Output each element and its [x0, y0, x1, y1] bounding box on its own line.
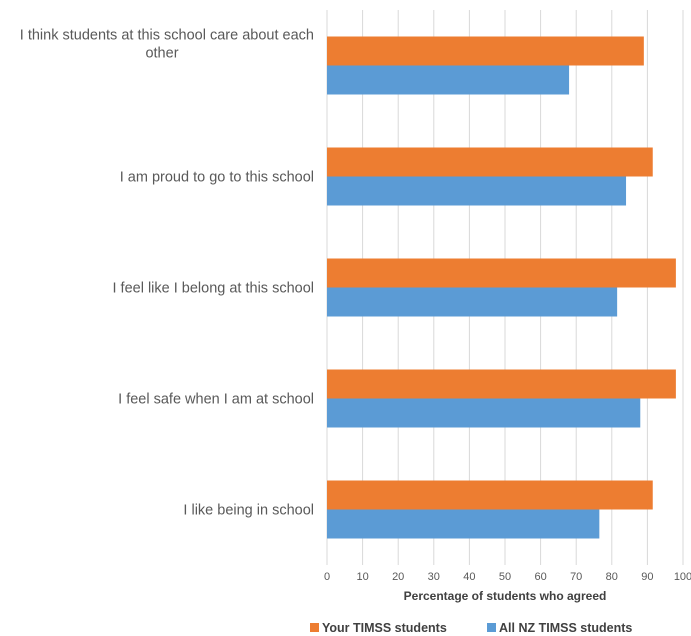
- category-label: I feel safe when I am at school: [118, 392, 314, 408]
- legend-swatch: [487, 623, 496, 632]
- bar-your-students-4: [327, 480, 653, 510]
- category-labels: I think students at this school care abo…: [20, 28, 314, 519]
- bar-all-nz-2: [327, 287, 618, 317]
- x-tick-label: 30: [428, 571, 440, 583]
- category-label: I am proud to go to this school: [120, 170, 314, 186]
- x-axis-ticks: 0 10 20 30 40 50 60 70 80 90 100: [324, 571, 691, 583]
- bar-all-nz-0: [327, 65, 570, 95]
- x-tick-label: 80: [606, 571, 618, 583]
- x-tick-label: 50: [499, 571, 511, 583]
- legend-label: Your TIMSS students: [322, 621, 447, 635]
- x-tick-label: 40: [463, 571, 475, 583]
- bars: [327, 36, 676, 539]
- bar-all-nz-3: [327, 398, 641, 428]
- x-tick-label: 10: [356, 571, 368, 583]
- legend-label: All NZ TIMSS students: [499, 621, 632, 635]
- bar-your-students-1: [327, 147, 653, 177]
- legend-swatch: [310, 623, 319, 632]
- category-label: I feel like I belong at this school: [112, 281, 314, 297]
- bar-your-students-0: [327, 36, 644, 66]
- x-tick-label: 60: [534, 571, 546, 583]
- x-tick-label: 70: [570, 571, 582, 583]
- bar-all-nz-1: [327, 176, 627, 206]
- bar-all-nz-4: [327, 509, 600, 539]
- category-label: I like being in school: [183, 503, 314, 519]
- x-tick-label: 90: [641, 571, 653, 583]
- category-label: I think students at this school care abo…: [20, 28, 314, 62]
- x-axis-title: Percentage of students who agreed: [404, 589, 607, 603]
- x-tick-label: 0: [324, 571, 330, 583]
- x-tick-label: 20: [392, 571, 404, 583]
- x-tick-label: 100: [674, 571, 691, 583]
- bar-your-students-3: [327, 369, 676, 399]
- legend: Your TIMSS students All NZ TIMSS students: [310, 621, 632, 635]
- bar-your-students-2: [327, 258, 676, 288]
